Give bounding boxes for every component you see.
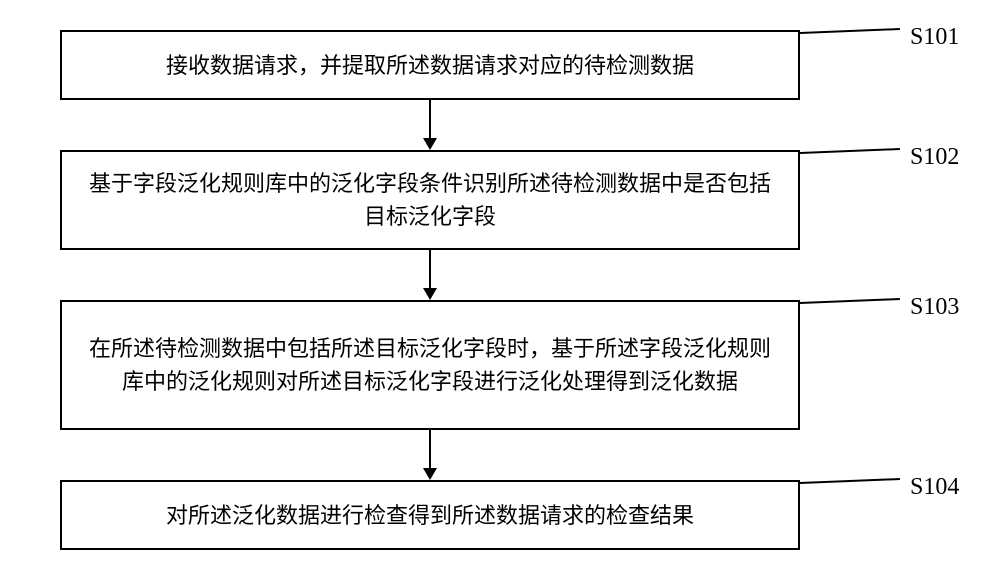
flow-step-s102: 基于字段泛化规则库中的泛化字段条件识别所述待检测数据中是否包括目标泛化字段: [60, 150, 800, 250]
leader-line: [800, 148, 900, 154]
flow-step-text: 在所述待检测数据中包括所述目标泛化字段时，基于所述字段泛化规则库中的泛化规则对所…: [82, 332, 778, 398]
step-label-s102: S102: [910, 144, 959, 171]
flow-step-s101: 接收数据请求，并提取所述数据请求对应的待检测数据: [60, 30, 800, 100]
leader-line: [800, 298, 900, 304]
leader-line: [800, 28, 900, 34]
arrow-down-icon: [423, 138, 437, 150]
leader-line: [800, 478, 900, 484]
flow-step-text: 对所述泛化数据进行检查得到所述数据请求的检查结果: [166, 499, 694, 532]
step-label-s101: S101: [910, 24, 959, 51]
arrow-down-icon: [423, 468, 437, 480]
flow-step-text: 基于字段泛化规则库中的泛化字段条件识别所述待检测数据中是否包括目标泛化字段: [82, 167, 778, 233]
connector-line: [429, 430, 431, 468]
step-label-s103: S103: [910, 294, 959, 321]
flow-step-s103: 在所述待检测数据中包括所述目标泛化字段时，基于所述字段泛化规则库中的泛化规则对所…: [60, 300, 800, 430]
connector-line: [429, 250, 431, 288]
flow-step-text: 接收数据请求，并提取所述数据请求对应的待检测数据: [166, 49, 694, 82]
connector-line: [429, 100, 431, 138]
arrow-down-icon: [423, 288, 437, 300]
flow-step-s104: 对所述泛化数据进行检查得到所述数据请求的检查结果: [60, 480, 800, 550]
step-label-s104: S104: [910, 474, 959, 501]
